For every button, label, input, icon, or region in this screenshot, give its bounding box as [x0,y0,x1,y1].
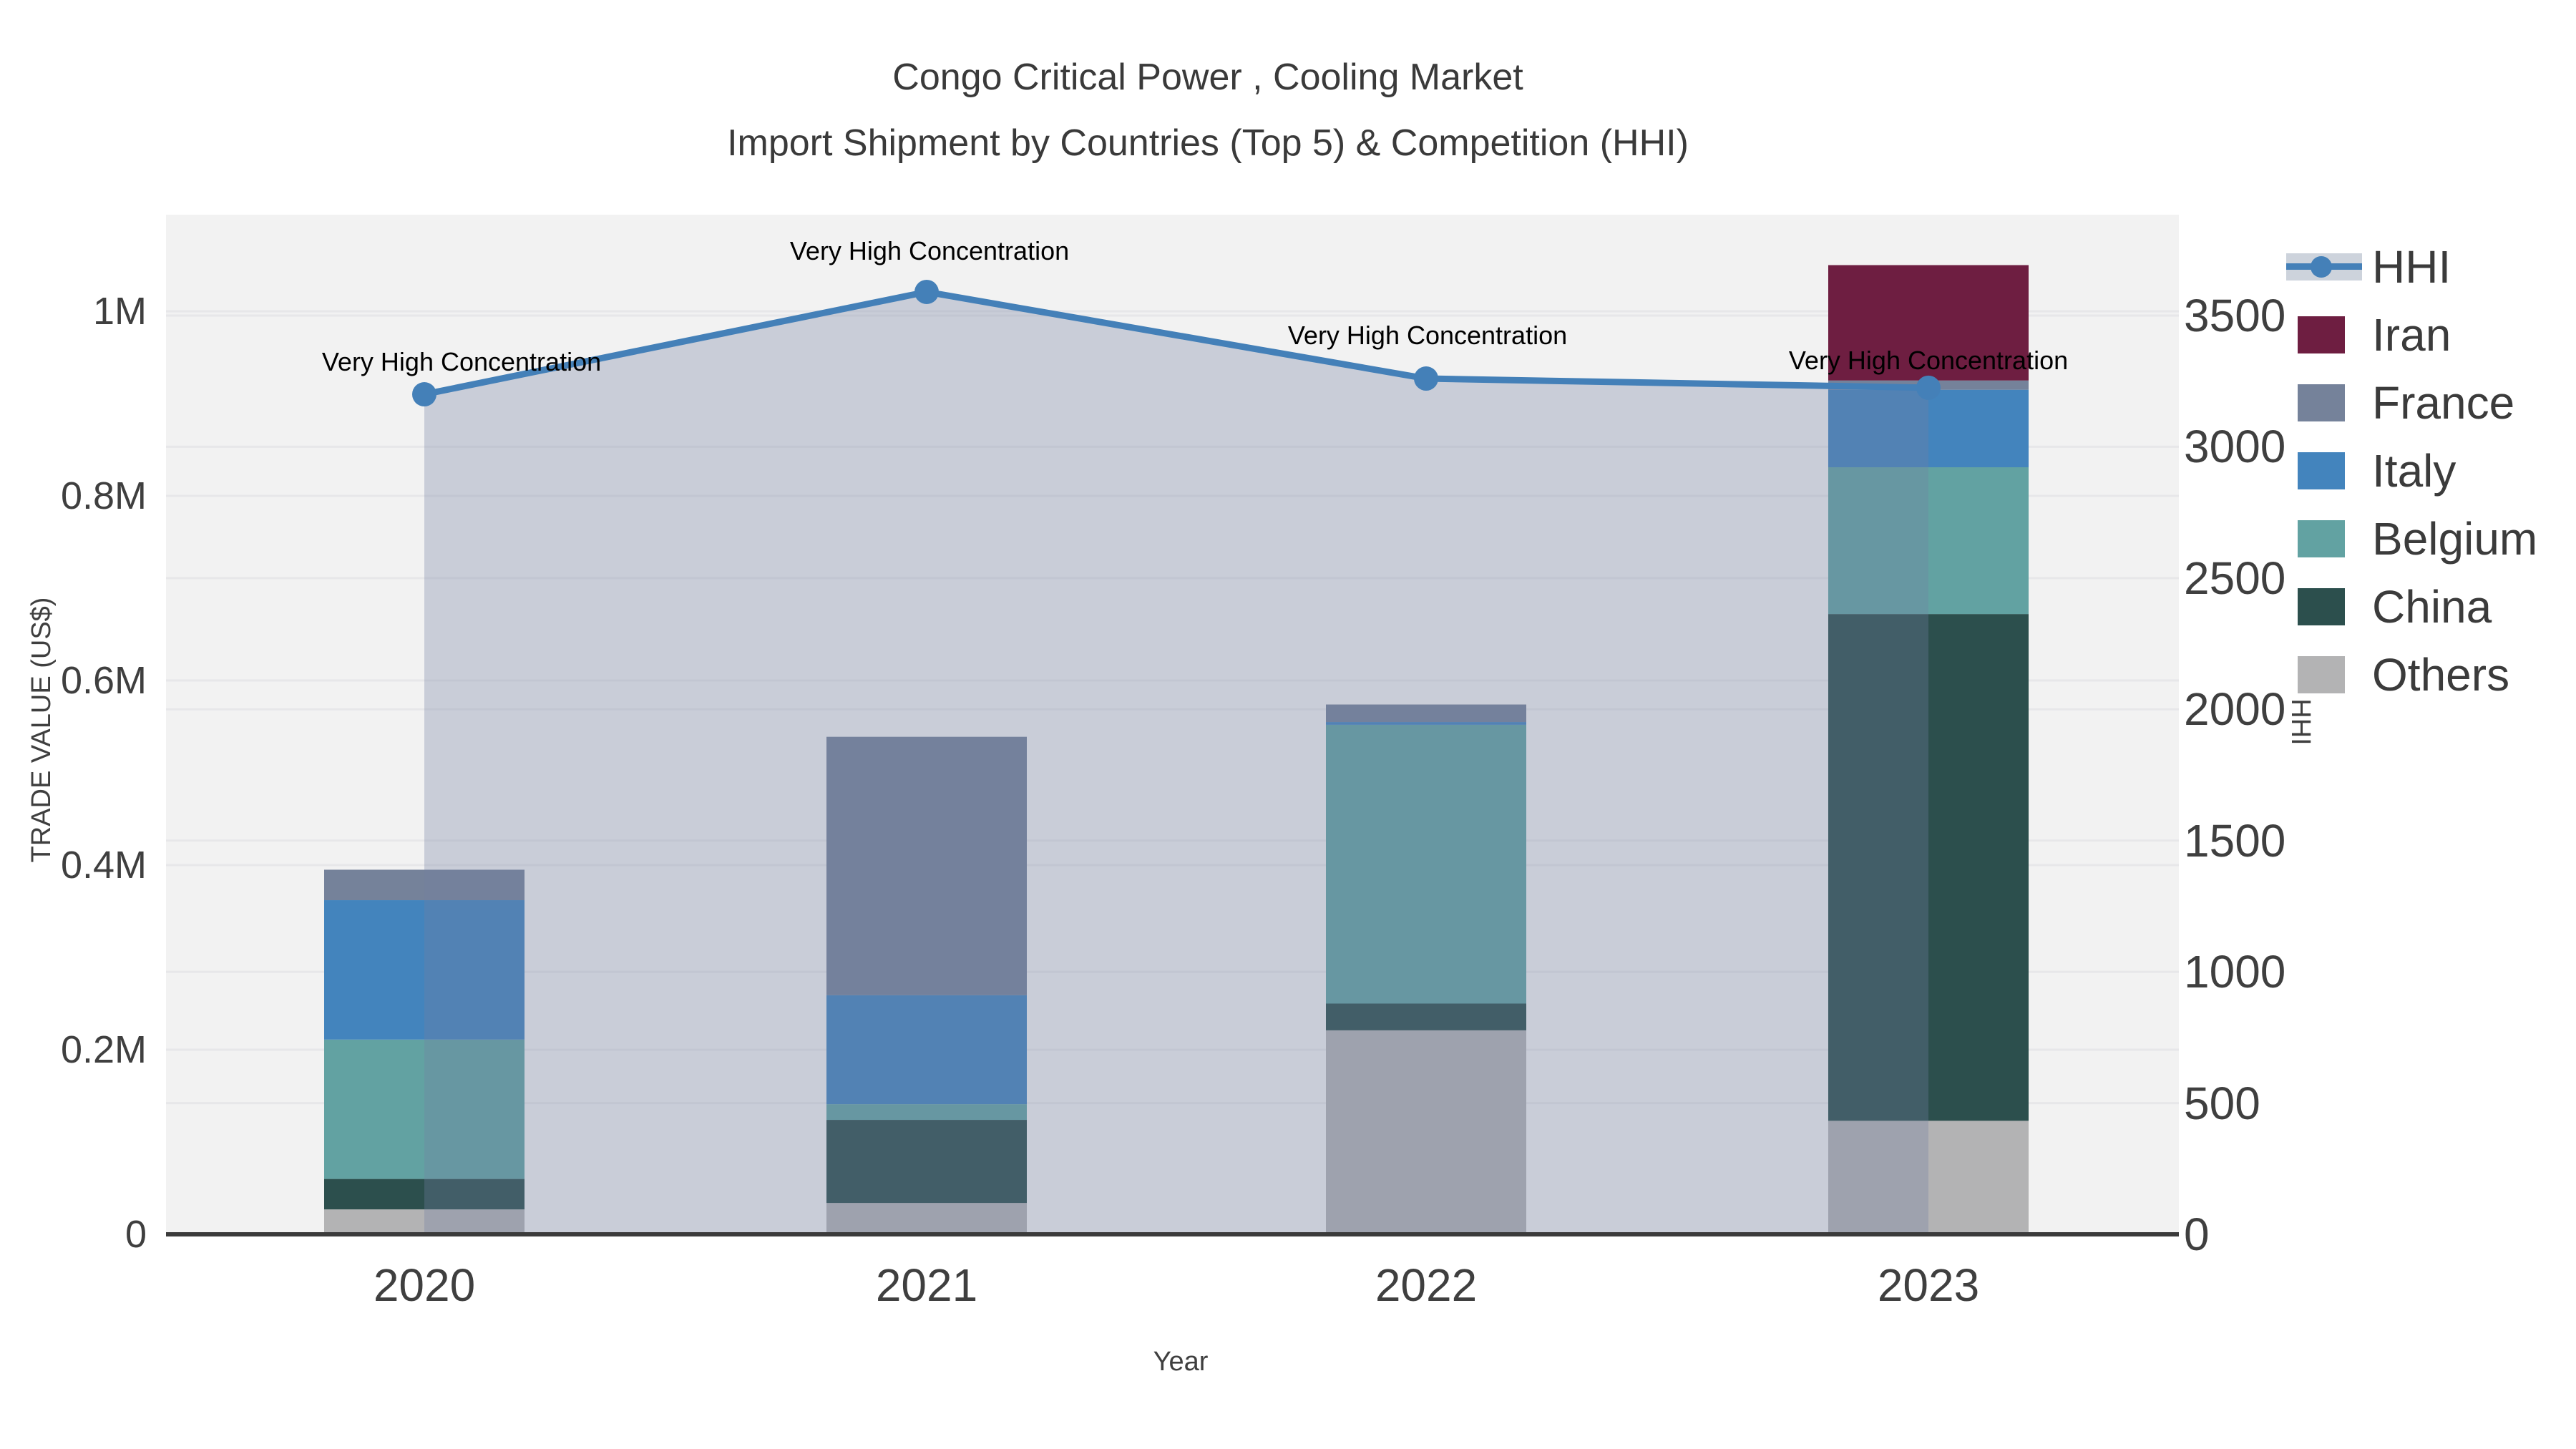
chart-title: Congo Critical Power , Cooling Market Im… [0,44,2416,176]
bar-segment-italy-2020[interactable] [324,900,525,1040]
annotation-2023: Very High Concentration [1788,346,2069,375]
bar-segment-belgium-2021[interactable] [826,1104,1027,1121]
y-left-tick-08m: 0.8M [60,474,147,517]
y-left-tick-04m: 0.4M [60,844,147,887]
legend: HHI Iran France Italy Belgium China Othe… [2286,233,2572,708]
y-right-tick-2500: 2500 [2184,552,2286,604]
y-right-tick-1000: 1000 [2184,946,2286,997]
x-tick-2021: 2021 [875,1259,978,1311]
y-right-tick-1500: 1500 [2184,815,2286,867]
legend-item-hhi[interactable]: HHI [2286,233,2572,301]
y-left-tick-06m: 0.6M [60,659,147,702]
bar-segment-iran-2023[interactable] [1828,265,2029,381]
bar-segment-france-2021[interactable] [826,736,1027,995]
hhi-line [424,288,1929,398]
y-left-tick-1m: 1M [92,290,147,333]
x-axis-title: Year [1153,1347,1209,1377]
bar-segment-china-2021[interactable] [826,1120,1027,1204]
bar-segment-others-2021[interactable] [826,1203,1027,1234]
bar-segment-italy-2023[interactable] [1828,389,2029,468]
italy-swatch-icon [2298,452,2345,489]
legend-item-iran[interactable]: Iran [2286,301,2572,369]
bar-segment-others-2022[interactable] [1326,1030,1526,1234]
bar-segment-belgium-2022[interactable] [1326,724,1526,1004]
bar-segment-france-2022[interactable] [1326,704,1526,723]
hhi-marker-2023[interactable] [1916,375,1941,400]
bar-segment-china-2022[interactable] [1326,1003,1526,1030]
iran-swatch-icon [2298,316,2345,353]
belgium-swatch-icon [2298,519,2345,557]
legend-label: HHI [2372,240,2451,293]
bar-segment-belgium-2023[interactable] [1828,467,2029,615]
bar-segment-france-2020[interactable] [324,869,525,901]
x-tick-2023: 2023 [1877,1259,1980,1311]
annotation-2021: Very High Concentration [789,236,1070,265]
y-right-tick-3500: 3500 [2184,290,2286,341]
legend-label: Belgium [2372,512,2538,565]
annotation-2022: Very High Concentration [1287,321,1568,350]
bar-segment-china-2020[interactable] [324,1179,525,1210]
legend-label: Italy [2372,444,2457,497]
y-right-tick-0: 0 [2184,1209,2210,1260]
legend-item-belgium[interactable]: Belgium [2286,504,2572,572]
y-left-tick-02m: 0.2M [60,1028,147,1071]
chart-title-line2: Import Shipment by Countries (Top 5) & C… [727,122,1689,164]
legend-label: Others [2372,648,2510,701]
others-swatch-icon [2298,655,2345,693]
hhi-marker-2020[interactable] [412,382,436,407]
hhi-marker-2022[interactable] [1414,366,1438,391]
x-tick-2020: 2020 [373,1259,476,1311]
bar-segment-china-2023[interactable] [1828,614,2029,1121]
bar-segment-italy-2022[interactable] [1326,722,1526,725]
hhi-area-fill [424,291,1928,1234]
legend-label: China [2372,580,2492,633]
bar-segment-others-2023[interactable] [1828,1121,2029,1234]
hhi-line-icon [2286,253,2372,280]
annotation-2020: Very High Concentration [321,347,602,376]
y-right-tick-3000: 3000 [2184,421,2286,472]
legend-label: Iran [2372,308,2451,361]
legend-item-france[interactable]: France [2286,369,2572,436]
x-tick-2022: 2022 [1375,1259,1478,1311]
legend-label: France [2372,376,2515,429]
y-right-tick-2000: 2000 [2184,683,2286,735]
legend-item-china[interactable]: China [2286,572,2572,640]
chart-title-line1: Congo Critical Power , Cooling Market [892,57,1523,98]
hhi-marker-2021[interactable] [914,279,939,304]
legend-item-others[interactable]: Others [2286,640,2572,708]
france-swatch-icon [2298,384,2345,421]
china-swatch-icon [2298,587,2345,625]
y-left-axis-title: TRADE VALUE (US$) [26,597,57,863]
y-right-tick-500: 500 [2184,1078,2260,1129]
legend-item-italy[interactable]: Italy [2286,436,2572,504]
y-left-tick-0: 0 [125,1213,147,1256]
bar-segment-others-2020[interactable] [324,1209,525,1234]
bar-segment-belgium-2020[interactable] [324,1039,525,1179]
bar-segment-italy-2021[interactable] [826,995,1027,1105]
